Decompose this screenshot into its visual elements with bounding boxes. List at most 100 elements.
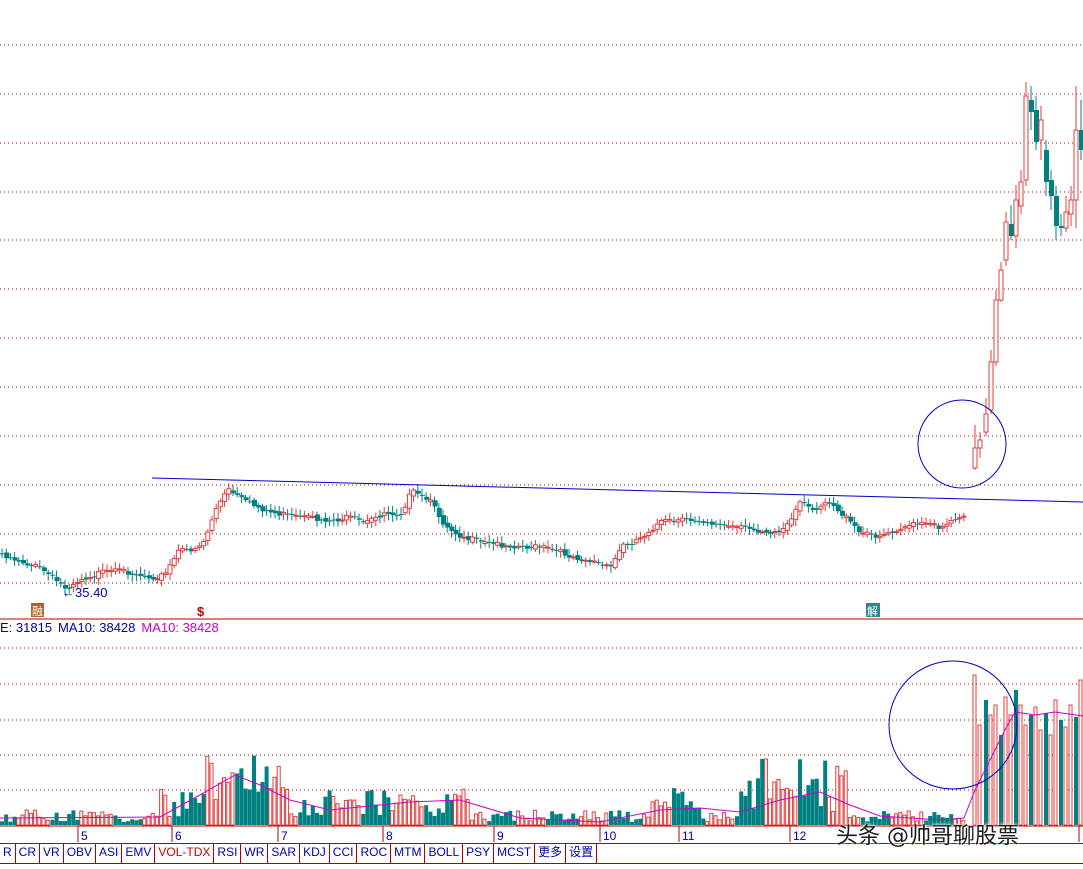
candle-body (84, 577, 89, 580)
candle-body (16, 560, 22, 562)
tab-rsi[interactable]: RSI (214, 844, 242, 863)
candle-body (642, 535, 648, 539)
candle-body (217, 500, 223, 508)
volume-bar (474, 813, 479, 826)
candle-body (268, 509, 274, 513)
tab-sar[interactable]: SAR (268, 844, 301, 863)
volume-bar (810, 779, 815, 825)
x-tick-label: 10 (603, 829, 617, 843)
candle-body (343, 515, 349, 521)
tab-more[interactable]: 更多 (535, 844, 567, 863)
candle-body (1079, 130, 1083, 150)
volume-bar (189, 792, 193, 825)
volume-bar (315, 812, 319, 825)
candle-body (361, 521, 367, 523)
candle-body (604, 564, 610, 567)
tab-cci[interactable]: CCI (330, 844, 358, 863)
tab-emv[interactable]: EMV (122, 844, 156, 863)
candle-body (1009, 224, 1014, 236)
tab-vr[interactable]: VR (40, 844, 64, 863)
candle-body (226, 488, 232, 495)
candle-body (843, 515, 849, 519)
candle-body (87, 577, 93, 580)
candle-body (130, 573, 136, 575)
candle-body (709, 521, 715, 525)
tab-asi[interactable]: ASI (96, 844, 123, 863)
candle-body (806, 503, 812, 507)
volume-bar (406, 799, 411, 826)
volume-bar (1033, 706, 1038, 826)
volume-bar (499, 815, 504, 825)
volume-bar (184, 808, 189, 825)
candle-body (588, 560, 593, 563)
candle-body (175, 549, 181, 560)
tab-boll[interactable]: BOLL (425, 844, 464, 863)
volume-bar (546, 819, 550, 825)
candle-body (579, 559, 585, 562)
volume-bar (272, 776, 277, 826)
candle-body (537, 546, 543, 548)
candle-body (998, 269, 1004, 301)
volume-bar (634, 819, 639, 825)
candle-body (554, 549, 560, 551)
candle-body (722, 524, 728, 526)
tab-wr[interactable]: WR (241, 844, 269, 863)
tab-kdj[interactable]: KDJ (300, 844, 330, 863)
volume-bar (763, 758, 768, 826)
candle-body (453, 529, 459, 535)
volume-bar (915, 820, 920, 826)
candle-body (1038, 119, 1044, 141)
tab-cr[interactable]: CR (16, 844, 41, 863)
volume-bar (642, 813, 647, 826)
tab-mcst[interactable]: MCST (494, 844, 536, 863)
volume-bar (126, 821, 130, 825)
volume-bar (852, 815, 857, 826)
candle-body (570, 556, 576, 559)
candle-body (936, 525, 942, 529)
breakout-circle (917, 399, 1007, 489)
candle-body (310, 515, 316, 518)
candle-body (919, 521, 925, 525)
volume-bar (1008, 714, 1013, 826)
candle-body (499, 543, 505, 548)
candle-body (8, 557, 14, 559)
candle-body (814, 508, 820, 510)
candle-body (860, 532, 866, 535)
candle-body (436, 507, 442, 517)
volume-bar (835, 765, 840, 826)
candle-body (852, 522, 858, 526)
grid-lines (0, 44, 1083, 791)
volume-bar (193, 798, 198, 825)
volume-bar (646, 816, 651, 826)
candle-body (1013, 199, 1019, 237)
marker-dollar: $ (197, 604, 205, 619)
volume-bar (826, 796, 831, 826)
candle-body (927, 523, 933, 526)
volume-bar (113, 815, 118, 825)
candle-body (894, 530, 900, 533)
volume-bar (609, 810, 613, 825)
tab-r[interactable]: R (0, 844, 16, 863)
tab-roc[interactable]: ROC (357, 844, 392, 863)
candle-body (684, 518, 690, 520)
tab-mtm[interactable]: MTM (391, 844, 426, 863)
candle-body (877, 535, 883, 539)
tab-vol-tdx[interactable]: VOL-TDX (155, 844, 215, 863)
tab-obv[interactable]: OBV (64, 844, 97, 863)
volume-bar (940, 817, 945, 825)
volume-bar (104, 814, 109, 826)
volume-bar (672, 788, 676, 825)
tab-psy[interactable]: PSY (463, 844, 495, 863)
price-candles (0, 82, 1083, 595)
candle-body (33, 563, 39, 567)
candle-body (1073, 129, 1079, 201)
candle-body (420, 494, 425, 496)
volume-bar (323, 796, 328, 825)
tab-settings[interactable]: 设置 (566, 844, 598, 863)
candle-body (235, 493, 241, 495)
candle-body (637, 537, 643, 540)
volume-bar (889, 817, 894, 826)
candle-body (243, 497, 249, 501)
volume-bar (1044, 713, 1048, 825)
volume-bar (945, 817, 949, 825)
